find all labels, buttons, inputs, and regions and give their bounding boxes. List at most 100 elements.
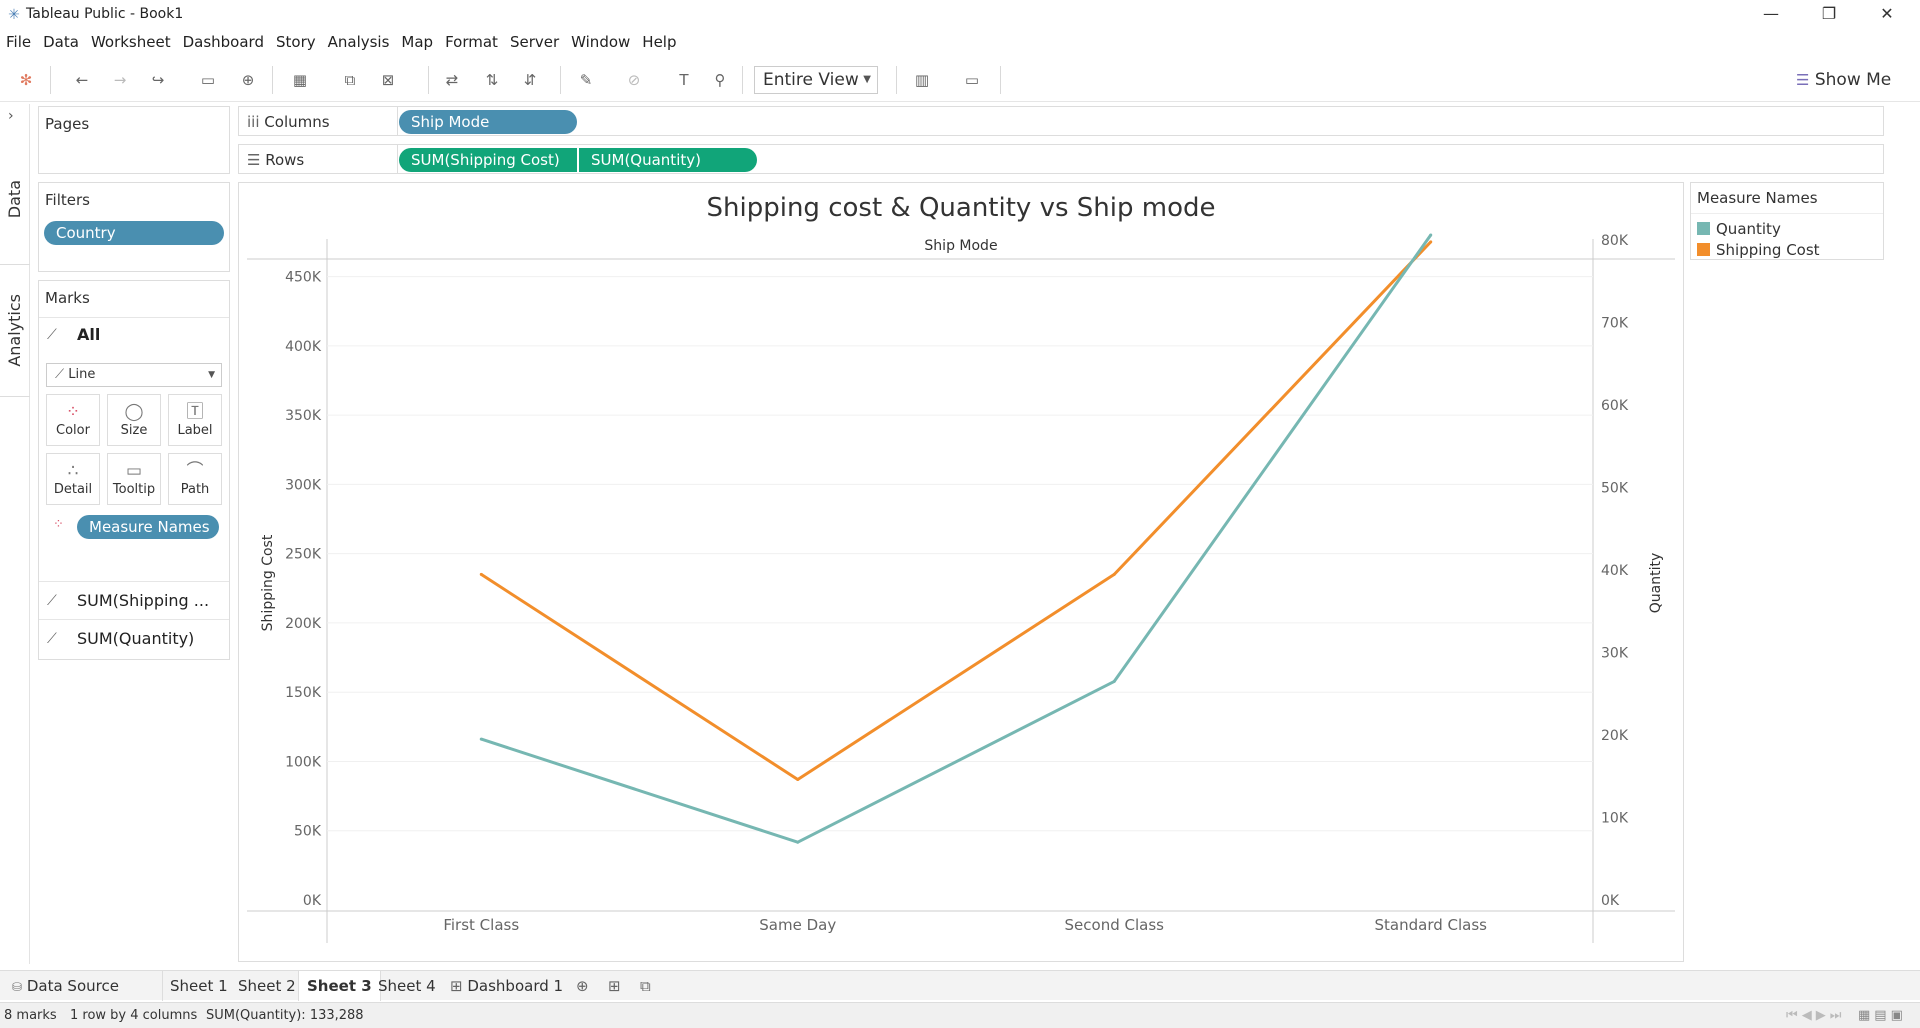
show-cards-icon[interactable]: ▥ xyxy=(914,71,930,89)
toolbar-divider xyxy=(272,66,273,94)
tab-data-source[interactable]: ⛁ Data Source xyxy=(4,971,127,1001)
color-pill-measure-names[interactable]: Measure Names xyxy=(77,515,219,539)
group-members-icon[interactable]: ⊘ xyxy=(627,71,641,89)
new-story-icon[interactable]: ⧉ xyxy=(640,977,651,995)
title-bar: ✳ Tableau Public - Book1 — ❐ ✕ xyxy=(0,0,1920,30)
menu-analysis[interactable]: Analysis xyxy=(327,33,390,51)
data-source-label: Data Source xyxy=(26,977,119,995)
y-right-tick-label: 70K xyxy=(1601,315,1629,331)
sheet-navigation-icon[interactable]: ⏮◀▶⏭ xyxy=(1786,1008,1846,1023)
new-dashboard-icon[interactable]: ⊞ xyxy=(608,977,621,995)
line-chart: Shipping cost & Quantity vs Ship mode Shi… xyxy=(247,193,1675,943)
tooltip-label: Tooltip xyxy=(112,482,156,497)
marks-measure-quantity[interactable]: SUM(Quantity) xyxy=(77,629,195,648)
rows-pill-shipping-cost[interactable]: SUM(Shipping Cost) xyxy=(399,148,577,172)
tab-dashboard-1[interactable]: ⊞ Dashboard 1 xyxy=(442,971,571,1001)
undo-icon[interactable]: ← xyxy=(75,71,89,89)
menu-file[interactable]: File xyxy=(6,33,32,51)
show-mark-labels-icon[interactable]: T xyxy=(679,71,689,89)
expand-panel-icon[interactable]: › xyxy=(8,108,14,124)
data-point xyxy=(1112,679,1116,683)
x-tick-label: Second Class xyxy=(1065,916,1165,934)
show-me-button[interactable]: ☰ Show Me xyxy=(1796,66,1906,94)
tab-sheet-1[interactable]: Sheet 1 xyxy=(170,977,228,995)
mark-type-dropdown[interactable]: ⟋ Line ▼ xyxy=(46,363,222,387)
tab-analytics[interactable]: Analytics xyxy=(5,294,24,367)
tab-sheet-3[interactable]: Sheet 3 xyxy=(298,971,381,1001)
status-sum: SUM(Quantity): 133,288 xyxy=(206,1008,364,1023)
toolbar-divider xyxy=(428,66,429,94)
color-icon: ⁘ xyxy=(65,402,81,422)
rows-pill-quantity[interactable]: SUM(Quantity) xyxy=(579,148,757,172)
new-data-source-icon[interactable]: ⊕ xyxy=(241,71,255,89)
menu-story[interactable]: Story xyxy=(275,33,316,51)
replay-icon[interactable]: ↪ xyxy=(151,71,165,89)
columns-icon: iii xyxy=(247,113,260,131)
label-button[interactable]: 🅃 Label xyxy=(168,394,222,446)
toolbar-divider xyxy=(742,66,743,94)
redo-icon[interactable]: → xyxy=(113,71,127,89)
presentation-mode-icon[interactable]: ▭ xyxy=(964,71,980,89)
sort-descending-icon[interactable]: ⇵ xyxy=(523,71,537,89)
data-point xyxy=(479,572,483,576)
menu-server[interactable]: Server xyxy=(509,33,560,51)
tab-data[interactable]: Data xyxy=(5,180,24,219)
legend-item-quantity[interactable]: Quantity xyxy=(1697,220,1781,238)
tab-sheet-2[interactable]: Sheet 2 xyxy=(238,977,296,995)
highlight-icon[interactable]: ✎ xyxy=(579,71,593,89)
columns-pill-ship-mode[interactable]: Ship Mode xyxy=(399,110,577,134)
side-tab-strip: › Data Analytics xyxy=(0,104,30,964)
sort-ascending-icon[interactable]: ⇅ xyxy=(485,71,499,89)
swap-rows-columns-icon[interactable]: ⇄ xyxy=(445,71,459,89)
menu-data[interactable]: Data xyxy=(43,33,79,51)
path-button[interactable]: ⌒ Path xyxy=(168,453,222,505)
detail-button[interactable]: ∴ Detail xyxy=(46,453,100,505)
tableau-home-icon[interactable]: ✻ xyxy=(19,71,33,89)
y-left-tick-label: 0K xyxy=(303,893,322,909)
path-icon: ⌒ xyxy=(186,461,204,481)
menu-format[interactable]: Format xyxy=(445,33,498,51)
filter-pill-country[interactable]: Country xyxy=(44,221,224,245)
y-right-tick-label: 40K xyxy=(1601,563,1629,579)
tab-sheet-4[interactable]: Sheet 4 xyxy=(378,977,436,995)
save-icon[interactable]: ▭ xyxy=(200,71,216,89)
columns-shelf[interactable]: iii Columns Ship Mode xyxy=(238,106,1884,136)
x-tick-label: Same Day xyxy=(759,916,836,934)
minimize-icon[interactable]: — xyxy=(1763,4,1779,23)
size-button[interactable]: ◯ Size xyxy=(107,394,161,446)
view-mode-icons[interactable]: ▦▤▣ xyxy=(1858,1008,1907,1023)
clear-sheet-icon[interactable]: ⊠ xyxy=(381,71,395,89)
marks-all-label[interactable]: All xyxy=(77,325,101,344)
line-mark-icon: ⟋ xyxy=(47,593,57,609)
menu-bar: File Data Worksheet Dashboard Story Analysis M… xyxy=(0,30,1920,54)
legend-item-shipping-cost[interactable]: Shipping Cost xyxy=(1697,241,1820,259)
fix-axes-icon[interactable]: ⚲ xyxy=(714,71,726,89)
chart-title: Shipping cost & Quantity vs Ship mode xyxy=(707,193,1216,223)
close-icon[interactable]: ✕ xyxy=(1880,4,1894,23)
restore-icon[interactable]: ❐ xyxy=(1821,4,1837,23)
pages-card[interactable]: Pages xyxy=(38,106,230,174)
x-tick-label: Standard Class xyxy=(1375,916,1488,934)
new-worksheet-icon[interactable]: ⊕ xyxy=(576,977,589,995)
series-line-shipping-cost xyxy=(480,240,1432,781)
toolbar-divider xyxy=(560,66,561,94)
tooltip-button[interactable]: ▭ Tooltip xyxy=(107,453,161,505)
color-dots-icon: ⁘ xyxy=(53,517,64,532)
filters-card[interactable]: Filters Country xyxy=(38,182,230,272)
menu-help[interactable]: Help xyxy=(642,33,677,51)
y-right-tick-label: 80K xyxy=(1601,233,1629,249)
size-label: Size xyxy=(120,423,148,438)
color-button[interactable]: ⁘ Color xyxy=(46,394,100,446)
duplicate-sheet-icon[interactable]: ⧉ xyxy=(344,71,356,89)
menu-map[interactable]: Map xyxy=(401,33,434,51)
divider xyxy=(39,581,229,582)
marks-measure-shipping-cost[interactable]: SUM(Shipping ... xyxy=(77,591,210,610)
data-point xyxy=(1429,233,1433,237)
menu-dashboard[interactable]: Dashboard xyxy=(182,33,264,51)
menu-worksheet[interactable]: Worksheet xyxy=(90,33,171,51)
rows-shelf[interactable]: ☰ Rows SUM(Shipping Cost) SUM(Quantity) xyxy=(238,144,1884,174)
detail-icon: ∴ xyxy=(67,461,79,481)
fit-view-dropdown[interactable]: Entire View ▼ xyxy=(754,66,878,94)
menu-window[interactable]: Window xyxy=(571,33,631,51)
new-worksheet-icon[interactable]: ▦ xyxy=(292,71,308,89)
